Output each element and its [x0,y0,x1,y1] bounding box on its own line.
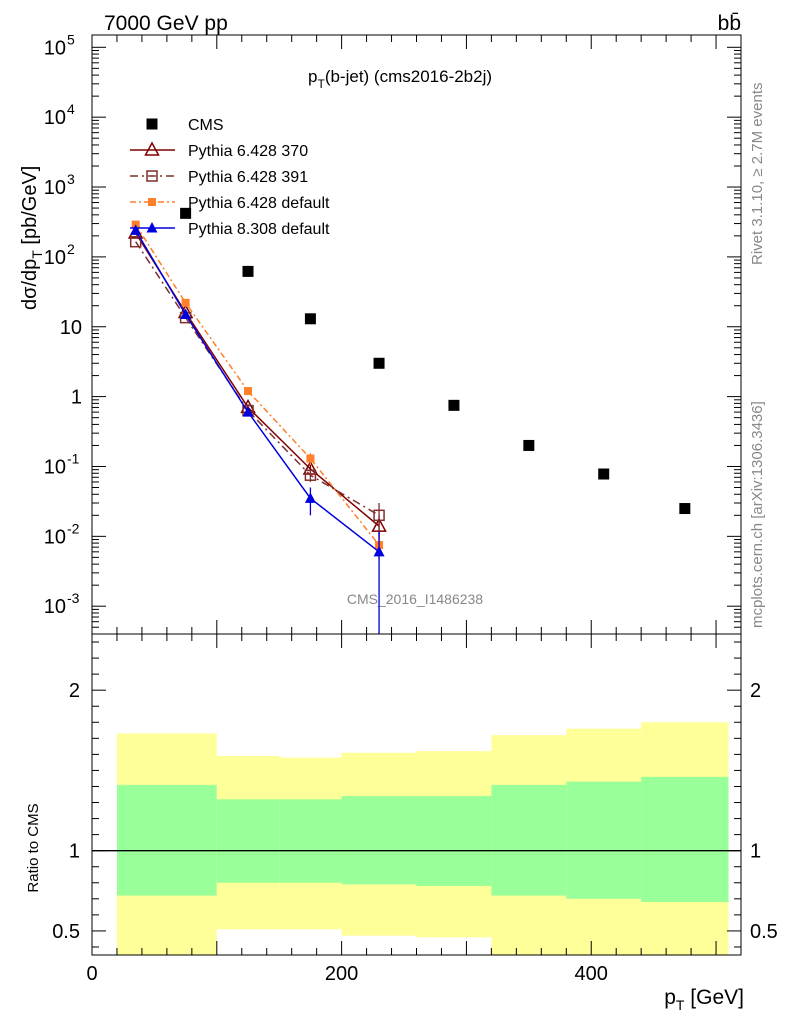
y-tick-exp-7: 4 [67,101,75,117]
legend-label-p6_370: Pythia 6.428 370 [188,143,308,160]
xlabel-rest: [GeV] [684,986,744,1009]
y-tick-label-0: 10 [44,596,66,618]
point-cms-7 [679,503,691,515]
y-tick-label-3: 1 [71,387,82,409]
legend: CMS Pythia 6.428 370 Pythia 6.428 391 Pythi… [130,117,330,238]
plot-title: pT(b-jet) (cms2016-2b2j) [308,67,492,91]
y-tick-exp-2: -1 [67,450,80,466]
point-p8_default-3 [304,492,316,503]
main-ylabel: dσ/dpT [pb/GeV] [19,166,45,310]
legend-marker-p8_default [146,222,158,233]
legend-label-p8_default: Pythia 8.308 default [188,221,330,238]
legend-label-p6_default: Pythia 6.428 default [188,195,330,212]
plot-title-main: p [308,67,317,86]
point-cms-0 [180,207,192,219]
point-p6_391-3 [304,469,317,481]
ratio-inner-band-0 [116,784,217,896]
main-ylabel-sub: T [29,250,45,259]
energy-label: 7000 GeV pp [104,12,228,35]
legend-label-p6_391: Pythia 6.428 391 [188,169,308,186]
plot-title-sub: T [317,77,325,91]
xlabel-main: p [664,986,676,1009]
series-line-p6_370 [135,232,380,527]
ratio-y-tick-label-l-1: 1 [69,841,80,863]
ratio-inner-band-3 [341,796,417,885]
point-cms-2 [304,313,316,325]
plot-title-rest: (b-jet) (cms2016-2b2j) [325,67,492,86]
ratio-y-tick-label-r-2: 2 [750,680,761,702]
point-p8_default-1 [180,308,192,319]
legend-label-cms: CMS [188,117,224,134]
y-tick-label-6: 10 [44,177,66,199]
mcplots-label: mcplots.cern.ch [arXiv:1306.3436] [749,401,766,628]
point-p8_default-2 [242,406,254,417]
point-p6_default-2 [244,387,253,396]
main-ylabel-part2: [pb/GeV] [19,166,41,251]
point-cms-3 [373,357,385,369]
point-cms-6 [598,468,610,480]
point-cms-1 [242,265,254,277]
point-p6_default-3 [306,454,315,463]
y-tick-label-7: 10 [44,107,66,129]
y-tick-exp-5: 2 [67,241,75,257]
main-ylabel-part1: dσ/dp [19,259,41,310]
ratio-y-tick-label-l-0: 0.5 [52,921,80,943]
ratio-inner-band-2 [279,799,342,883]
legend-marker-p6_370 [144,141,160,156]
y-tick-exp-6: 3 [67,171,75,187]
y-tick-label-1: 10 [44,526,66,548]
point-p8_default-0 [130,224,142,235]
analysis-watermark: CMS_2016_I1486238 [347,591,483,607]
process-label: bb̄ [718,12,741,35]
point-p8_default-4 [373,545,385,557]
ratio-xlabel: pT [GeV] [664,986,744,1013]
y-tick-exp-8: 5 [67,31,75,47]
legend-marker-p6_default [148,198,156,206]
x-tick-label-0: 0 [86,963,97,985]
point-p6_391-0 [129,235,142,248]
ratio-inner-band-4 [416,796,492,886]
ratio-y-tick-label-r-0: 0.5 [750,921,778,943]
ratio-ylabel: Ratio to CMS [25,803,42,892]
x-tick-label-1: 200 [325,963,358,985]
y-tick-exp-0: -3 [67,590,80,606]
ratio-y-tick-label-r-1: 1 [750,841,761,863]
ratio-inner-band-7 [641,776,729,903]
series-line-p8_default [135,229,380,553]
y-tick-label-5: 10 [44,247,66,269]
ratio-plot-layer: 0 200 400 0.5 0.5 1 1 2 2 [52,633,778,985]
point-p6_391-4 [373,509,385,522]
ratio-inner-band-6 [566,781,642,899]
y-tick-label-4: 10 [60,317,82,339]
y-tick-exp-1: -2 [67,520,80,536]
xlabel-sub: T [676,997,685,1013]
ratio-inner-band-1 [216,799,280,883]
series-line-p6_391 [135,241,380,516]
series-line-p6_default [135,224,380,546]
y-tick-label-2: 10 [44,456,66,478]
point-p6_default-1 [181,298,190,307]
x-tick-label-2: 400 [575,963,608,985]
legend-marker-cms [146,118,158,130]
y-tick-label-8: 10 [44,37,66,59]
legend-marker-p6_391 [146,170,158,182]
point-cms-5 [523,439,535,451]
ratio-y-tick-label-l-2: 2 [69,680,80,702]
point-cms-4 [448,399,460,411]
ratio-inner-band-5 [491,784,567,896]
rivet-version-label: Rivet 3.1.10, ≥ 2.7M events [749,83,766,266]
